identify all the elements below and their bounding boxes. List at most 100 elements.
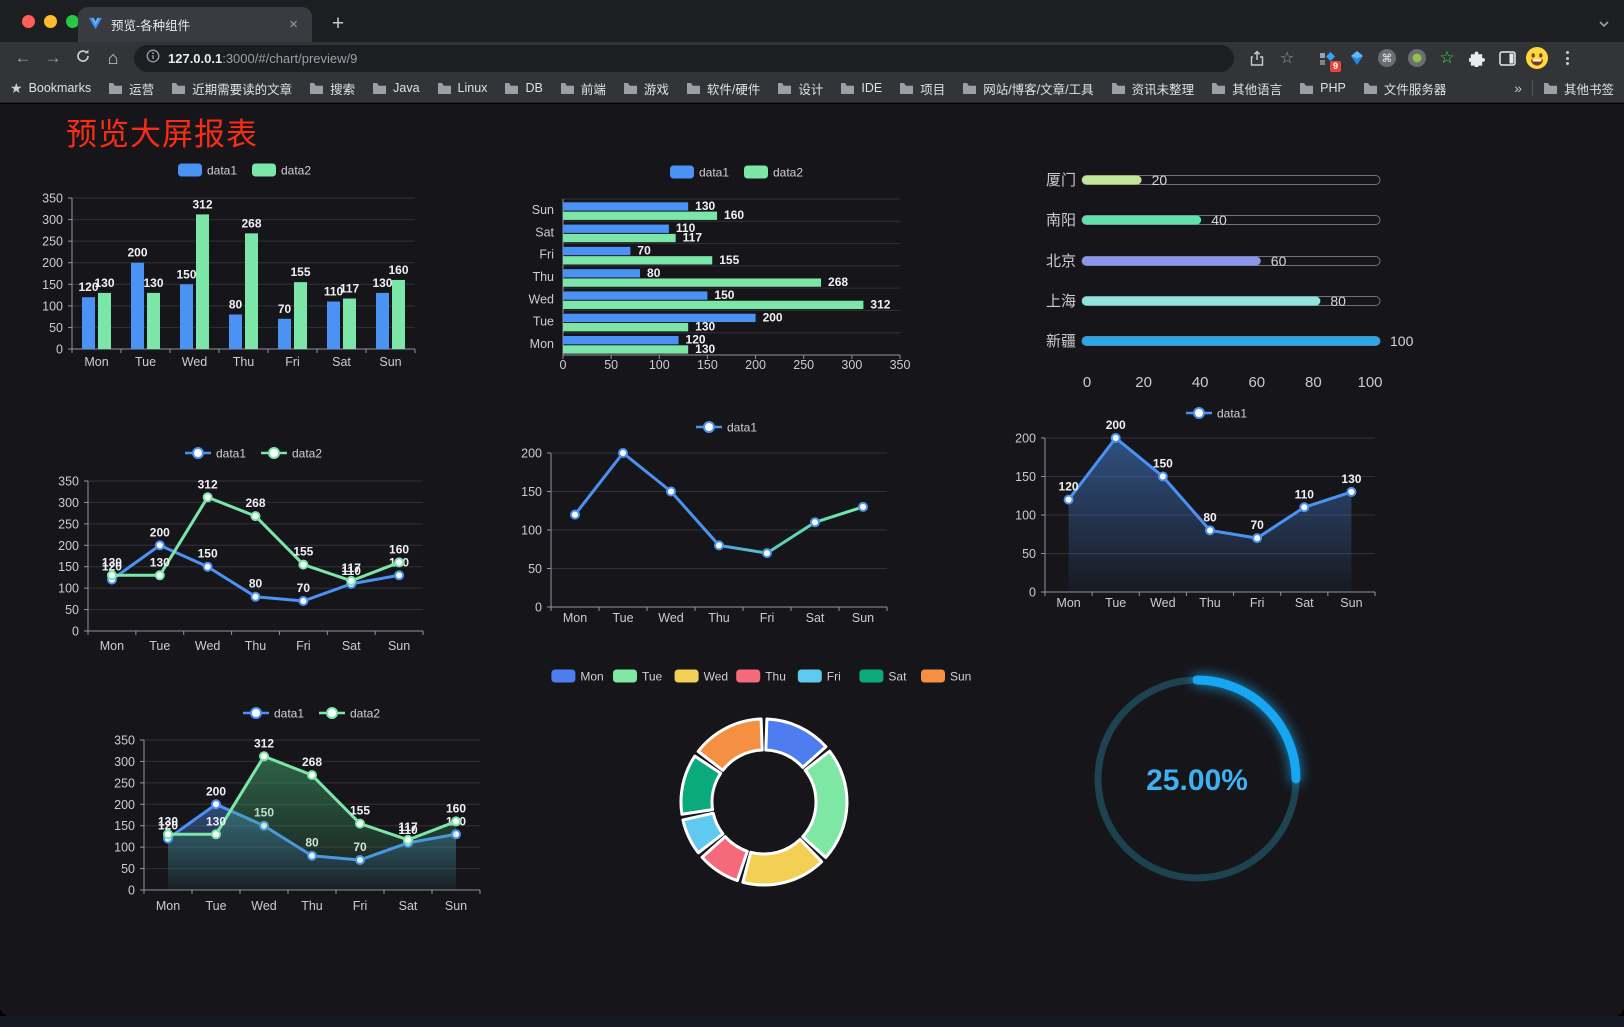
page-title: 预览大屏报表 xyxy=(66,117,258,152)
home-button[interactable]: ⌂ xyxy=(107,47,119,68)
svg-text:Mon: Mon xyxy=(1056,596,1080,610)
share-icon[interactable] xyxy=(1242,44,1272,72)
svg-text:160: 160 xyxy=(446,801,466,815)
svg-text:120: 120 xyxy=(78,280,98,294)
back-button[interactable]: ← xyxy=(14,48,32,67)
svg-text:100: 100 xyxy=(649,358,670,372)
extension-command-icon[interactable]: ⌘ xyxy=(1372,44,1402,72)
bookmark-folder-item[interactable]: Java xyxy=(372,79,420,98)
svg-text:155: 155 xyxy=(293,545,313,559)
svg-text:Sun: Sun xyxy=(445,899,467,913)
reload-button[interactable] xyxy=(68,48,98,69)
svg-text:70: 70 xyxy=(278,302,292,316)
profile-avatar[interactable] xyxy=(1522,44,1552,72)
bookmarks-manager-item[interactable]: ★ Bookmarks xyxy=(10,80,91,97)
svg-text:300: 300 xyxy=(58,496,79,510)
series-data1: 120 200 150 80 70 110 130 xyxy=(78,246,393,349)
svg-text:200: 200 xyxy=(745,358,766,372)
svg-text:200: 200 xyxy=(206,784,226,798)
bookmark-folder-item[interactable]: 软件/硬件 xyxy=(686,79,760,98)
bookmark-star-icon[interactable]: ☆ xyxy=(1279,50,1295,67)
site-info-icon[interactable] xyxy=(146,49,160,68)
extension-gem-icon[interactable] xyxy=(1342,44,1372,72)
svg-text:150: 150 xyxy=(1015,470,1036,484)
svg-text:268: 268 xyxy=(241,216,261,230)
chart-legend: data1 data2 xyxy=(178,163,311,178)
svg-text:120: 120 xyxy=(686,333,706,347)
bookmark-folder-item[interactable]: PHP xyxy=(1299,79,1346,98)
svg-text:Tue: Tue xyxy=(149,639,170,653)
chart-legend: data1 data2 xyxy=(243,707,380,721)
extension-green-dot-icon[interactable] xyxy=(1402,44,1432,72)
svg-text:150: 150 xyxy=(58,560,79,574)
series-data1 xyxy=(570,448,868,559)
bookmark-folder-item[interactable]: 资讯未整理 xyxy=(1111,79,1194,98)
browser-tab[interactable]: 预览-各种组件 × xyxy=(78,7,312,42)
folder-icon xyxy=(1363,82,1377,94)
tab-search-chevron-icon[interactable] xyxy=(1598,15,1610,33)
folder-icon xyxy=(686,82,700,94)
bookmark-folder-item[interactable]: 项目 xyxy=(899,79,945,98)
chart-legend: data1 xyxy=(696,421,757,435)
extension-grid-diamond-icon[interactable]: 9 xyxy=(1312,44,1342,72)
svg-text:100: 100 xyxy=(1390,333,1414,349)
bottom-strip xyxy=(0,1016,1624,1027)
window-close-button[interactable] xyxy=(22,15,35,28)
bookmark-folder-item[interactable]: DB xyxy=(504,79,543,98)
side-panel-icon[interactable] xyxy=(1492,44,1522,72)
tab-strip: 预览-各种组件 × + xyxy=(0,0,1624,42)
extensions-puzzle-icon[interactable] xyxy=(1462,44,1492,72)
bookmark-folder-item[interactable]: 网站/博客/文章/工具 xyxy=(962,79,1094,98)
svg-text:80: 80 xyxy=(229,297,243,311)
window-minimize-button[interactable] xyxy=(44,15,57,28)
svg-text:150: 150 xyxy=(198,547,218,561)
url-host: 127.0.0.1 xyxy=(168,50,223,66)
bookmark-folder-item[interactable]: 游戏 xyxy=(623,79,669,98)
bookmark-folder-item[interactable]: 设计 xyxy=(777,79,823,98)
svg-text:0: 0 xyxy=(128,884,135,898)
tab-title: 预览-各种组件 xyxy=(111,19,191,33)
bookmark-folder-item[interactable]: Linux xyxy=(437,79,487,98)
folder-icon xyxy=(841,82,855,94)
window-zoom-button[interactable] xyxy=(66,15,79,28)
browser-toolbar: ← → ⌂ 127.0.0.1 :3000/#/chart/preview/9 … xyxy=(0,42,1624,74)
bookmark-folder-item[interactable]: 运营 xyxy=(108,79,154,98)
svg-text:50: 50 xyxy=(604,358,618,372)
svg-text:200: 200 xyxy=(42,256,63,270)
svg-text:⌘: ⌘ xyxy=(1382,53,1393,65)
svg-text:Mon: Mon xyxy=(84,355,108,369)
svg-text:350: 350 xyxy=(890,358,911,372)
bookmarks-overflow-chevron[interactable]: » xyxy=(1514,80,1522,96)
svg-text:data1: data1 xyxy=(207,164,237,178)
svg-text:110: 110 xyxy=(398,823,418,837)
extension-green-star-icon[interactable]: ☆ xyxy=(1439,48,1455,67)
svg-text:data1: data1 xyxy=(1217,407,1247,421)
svg-text:data2: data2 xyxy=(350,707,380,721)
bookmark-folder-item[interactable]: 前端 xyxy=(560,79,606,98)
tab-close-icon[interactable]: × xyxy=(289,16,298,33)
gauge-progress-arc xyxy=(1192,675,1301,784)
bookmark-folder-item[interactable]: 搜索 xyxy=(309,79,355,98)
folder-icon xyxy=(963,82,977,94)
omnibox-address-bar[interactable]: 127.0.0.1 :3000/#/chart/preview/9 xyxy=(134,44,1234,72)
bookmark-folder-item[interactable]: 文件服务器 xyxy=(1363,79,1446,98)
svg-text:80: 80 xyxy=(647,266,661,280)
browser-menu-icon[interactable] xyxy=(1552,44,1582,72)
folder-icon xyxy=(1111,82,1125,94)
svg-text:130: 130 xyxy=(695,199,715,213)
pie-slice-Wed xyxy=(741,837,824,887)
svg-text:100: 100 xyxy=(521,524,542,538)
svg-text:Sun: Sun xyxy=(388,639,410,653)
svg-text:130: 130 xyxy=(206,814,226,828)
svg-text:100: 100 xyxy=(1357,374,1382,391)
other-bookmarks-item[interactable]: 其他书签 xyxy=(1543,79,1614,98)
bookmark-folder-item[interactable]: 其他语言 xyxy=(1211,79,1282,98)
bookmark-folder-item[interactable]: IDE xyxy=(840,79,882,98)
new-tab-button[interactable]: + xyxy=(331,12,345,35)
bookmark-folder-item[interactable]: 近期需要读的文章 xyxy=(171,79,292,98)
svg-text:130: 130 xyxy=(695,320,715,334)
forward-button[interactable]: → xyxy=(44,48,62,67)
svg-text:厦门: 厦门 xyxy=(1046,172,1076,189)
svg-text:200: 200 xyxy=(150,525,170,539)
svg-text:155: 155 xyxy=(719,253,739,267)
